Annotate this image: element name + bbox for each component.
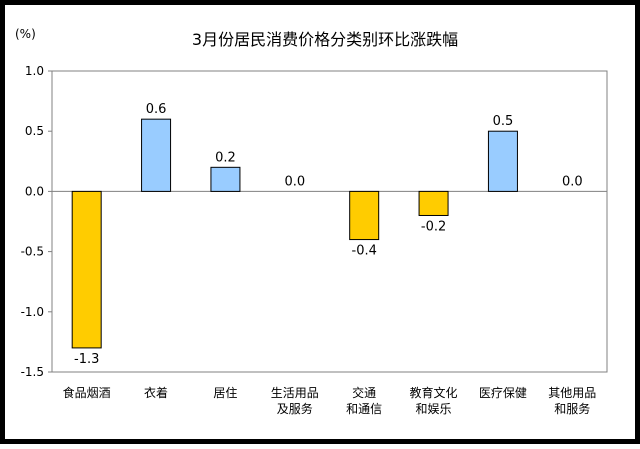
bar-data-label: 0.6	[146, 102, 167, 117]
x-category-label: 及服务	[277, 401, 313, 416]
bar-data-label: 0.0	[284, 174, 305, 189]
x-category-label: 和服务	[554, 401, 590, 416]
x-category-label: 居住	[213, 386, 237, 400]
bar-data-label: 0.5	[493, 114, 514, 129]
bar-data-label: 0.2	[215, 150, 236, 165]
bar	[71, 190, 102, 349]
chart-title: 3月份居民消费价格分类别环比涨跌幅	[192, 30, 458, 49]
x-category-label: 生活用品	[271, 386, 319, 400]
bar-data-label: -0.2	[421, 219, 446, 234]
bar	[210, 166, 241, 192]
bar	[349, 190, 380, 241]
bar	[487, 130, 518, 192]
bar	[418, 190, 449, 216]
y-tick-label: 0.5	[25, 124, 44, 138]
x-category-label: 和通信	[346, 402, 382, 416]
x-category-label: 衣着	[144, 385, 168, 400]
bar-chart: 3月份居民消费价格分类别环比涨跌幅 (%) 1.0 0.5 0.0 -0.5 -1.0 -…	[15, 27, 608, 416]
x-category-label: 交通	[352, 385, 376, 400]
plot-area	[51, 70, 608, 373]
x-category-label: 教育文化	[410, 385, 458, 400]
x-category-label: 其他用品	[548, 386, 596, 400]
y-unit-label: (%)	[15, 27, 36, 41]
x-category-label: 食品烟酒	[63, 385, 111, 400]
bar-data-label: 0.0	[562, 174, 583, 189]
y-tick-label: 0.0	[25, 184, 44, 198]
x-category-label: 医疗保健	[479, 386, 527, 400]
bar-data-label: -0.4	[352, 244, 377, 259]
y-tick-label: -1.5	[21, 365, 44, 379]
bar-data-label: -1.3	[74, 352, 99, 367]
y-tick-label: 1.0	[25, 64, 44, 78]
y-tick-label: -1.0	[21, 305, 44, 319]
y-tick-label: -0.5	[21, 245, 44, 259]
bar	[141, 118, 172, 192]
x-category-label: 和娱乐	[416, 402, 452, 416]
